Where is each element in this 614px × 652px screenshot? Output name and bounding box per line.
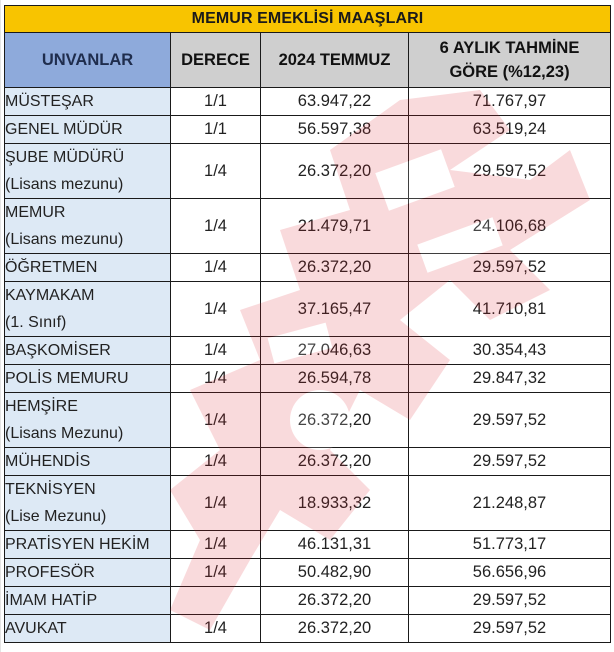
row-title-main: KAYMAKAM <box>5 287 95 304</box>
row-title-main: TEKNİSYEN <box>5 481 96 498</box>
table-row: MÜHENDİS 1/4 26.372,20 29.597,52 <box>4 447 611 476</box>
table-row: BAŞKOMİSER 1/4 27.046,63 30.354,43 <box>4 336 611 365</box>
header-forecast-line1: 6 AYLIK TAHMİNE <box>439 39 580 57</box>
row-forecast: 21.248,87 <box>408 475 611 531</box>
row-current: 26.594,78 <box>260 364 409 393</box>
row-forecast: 71.767,97 <box>408 87 611 116</box>
row-forecast: 30.354,43 <box>408 336 611 365</box>
row-forecast: 51.773,17 <box>408 530 611 559</box>
row-title-sub: (Lisans mezunu) <box>5 231 124 248</box>
row-title: BAŞKOMİSER <box>4 336 171 365</box>
row-title: HEMŞİRE (Lisans Mezunu) <box>4 392 171 448</box>
table-row: HEMŞİRE (Lisans Mezunu) 1/4 26.372,20 29… <box>4 392 611 448</box>
row-forecast: 29.597,52 <box>408 586 611 615</box>
row-forecast: 29.597,52 <box>408 447 611 476</box>
row-title-sub: (Lise Mezunu) <box>5 508 107 525</box>
row-grade: 1/4 <box>170 558 261 587</box>
row-forecast: 24.106,68 <box>408 198 611 254</box>
row-title: KAYMAKAM (1. Sınıf) <box>4 281 171 337</box>
row-title-main: ŞUBE MÜDÜRÜ <box>5 149 125 166</box>
row-grade: 1/4 <box>170 614 261 643</box>
row-grade: 1/4 <box>170 447 261 476</box>
row-forecast: 63.519,24 <box>408 115 611 144</box>
row-current: 37.165,47 <box>260 281 409 337</box>
row-title-sub: (1. Sınıf) <box>5 314 67 331</box>
header-titles: UNVANLAR <box>4 32 171 88</box>
table-row: ÖĞRETMEN 1/4 26.372,20 29.597,52 <box>4 253 611 282</box>
row-current: 26.372,20 <box>260 447 409 476</box>
row-current: 26.372,20 <box>260 143 409 199</box>
table-title: MEMUR EMEKLİSİ MAAŞLARI <box>4 5 611 33</box>
header-grade: DERECE <box>170 32 261 88</box>
row-title: PROFESÖR <box>4 558 171 587</box>
table-row: PROFESÖR 1/4 50.482,90 56.656,96 <box>4 558 611 587</box>
row-title: İMAM HATİP <box>4 586 171 615</box>
row-current: 26.372,20 <box>260 253 409 282</box>
header-forecast: 6 AYLIK TAHMİNE GÖRE (%12,23) <box>408 32 611 88</box>
table-row: POLİS MEMURU 1/4 26.594,78 29.847,32 <box>4 364 611 393</box>
row-title: ÖĞRETMEN <box>4 253 171 282</box>
table-row: KAYMAKAM (1. Sınıf) 1/4 37.165,47 41.710… <box>4 281 611 337</box>
table-row: İMAM HATİP 26.372,20 29.597,52 <box>4 586 611 615</box>
row-grade: 1/4 <box>170 253 261 282</box>
row-grade: 1/4 <box>170 475 261 531</box>
row-grade: 1/4 <box>170 530 261 559</box>
table-row: MÜSTEŞAR 1/1 63.947,22 71.767,97 <box>4 87 611 116</box>
row-forecast: 41.710,81 <box>408 281 611 337</box>
row-grade: 1/1 <box>170 115 261 144</box>
table-row: PRATİSYEN HEKİM 1/4 46.131,31 51.773,17 <box>4 530 611 559</box>
row-grade: 1/1 <box>170 87 261 116</box>
row-forecast: 29.597,52 <box>408 253 611 282</box>
row-current: 26.372,20 <box>260 586 409 615</box>
row-title: MÜSTEŞAR <box>4 87 171 116</box>
row-title: AVUKAT <box>4 614 171 643</box>
row-title: TEKNİSYEN (Lise Mezunu) <box>4 475 171 531</box>
row-grade: 1/4 <box>170 143 261 199</box>
row-current: 18.933,32 <box>260 475 409 531</box>
row-title-main: MEMUR <box>5 204 66 221</box>
row-forecast: 56.656,96 <box>408 558 611 587</box>
row-current: 46.131,31 <box>260 530 409 559</box>
table-row: MEMUR (Lisans mezunu) 1/4 21.479,71 24.1… <box>4 198 611 254</box>
row-title: MÜHENDİS <box>4 447 171 476</box>
header-forecast-line2: GÖRE (%12,23) <box>449 63 570 81</box>
row-title: POLİS MEMURU <box>4 364 171 393</box>
table-row: GENEL MÜDÜR 1/1 56.597,38 63.519,24 <box>4 115 611 144</box>
row-grade <box>170 586 261 615</box>
row-grade: 1/4 <box>170 364 261 393</box>
table-row: ŞUBE MÜDÜRÜ (Lisans mezunu) 1/4 26.372,2… <box>4 143 611 199</box>
row-current: 56.597,38 <box>260 115 409 144</box>
row-current: 63.947,22 <box>260 87 409 116</box>
header-current-salary: 2024 TEMMUZ <box>260 32 409 88</box>
row-forecast: 29.847,32 <box>408 364 611 393</box>
row-title: MEMUR (Lisans mezunu) <box>4 198 171 254</box>
row-forecast: 29.597,52 <box>408 614 611 643</box>
row-current: 21.479,71 <box>260 198 409 254</box>
row-forecast: 29.597,52 <box>408 143 611 199</box>
row-grade: 1/4 <box>170 198 261 254</box>
row-current: 50.482,90 <box>260 558 409 587</box>
row-title: ŞUBE MÜDÜRÜ (Lisans mezunu) <box>4 143 171 199</box>
row-current: 26.372,20 <box>260 392 409 448</box>
row-title: PRATİSYEN HEKİM <box>4 530 171 559</box>
row-current: 27.046,63 <box>260 336 409 365</box>
row-title: GENEL MÜDÜR <box>4 115 171 144</box>
row-current: 26.372,20 <box>260 614 409 643</box>
row-title-sub: (Lisans Mezunu) <box>5 425 124 442</box>
table-row: TEKNİSYEN (Lise Mezunu) 1/4 18.933,32 21… <box>4 475 611 531</box>
table-row: AVUKAT 1/4 26.372,20 29.597,52 <box>4 614 611 643</box>
row-title-main: HEMŞİRE <box>5 398 78 415</box>
salary-table: MEMUR EMEKLİSİ MAAŞLARI UNVANLAR DERECE … <box>4 5 611 643</box>
row-grade: 1/4 <box>170 281 261 337</box>
row-grade: 1/4 <box>170 336 261 365</box>
row-forecast: 29.597,52 <box>408 392 611 448</box>
row-grade: 1/4 <box>170 392 261 448</box>
row-title-sub: (Lisans mezunu) <box>5 176 124 193</box>
